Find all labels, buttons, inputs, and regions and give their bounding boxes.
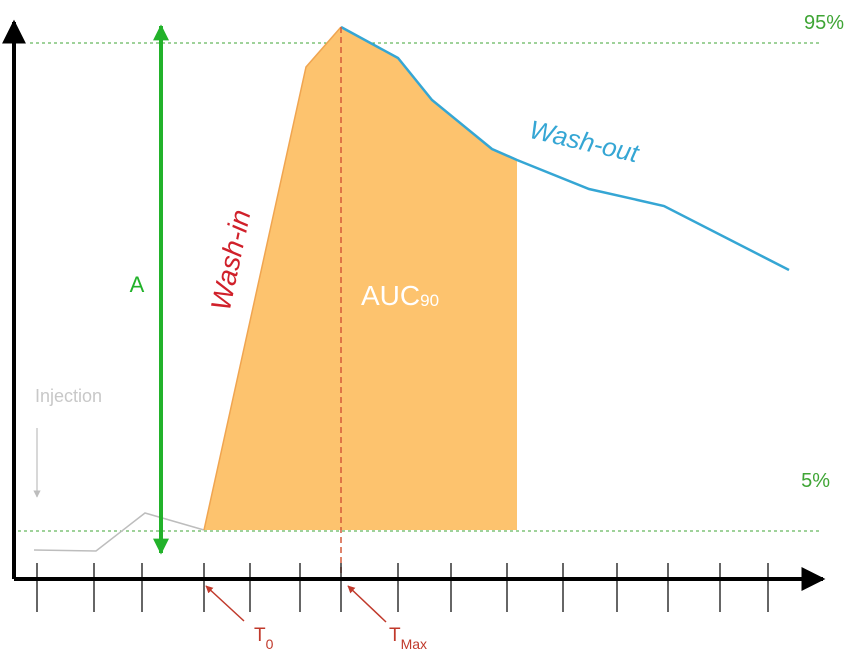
wash-out-curve: [340, 25, 790, 272]
injection-label: Injection: [35, 386, 102, 406]
auc-label: AUC90: [361, 280, 439, 311]
auc-label-sub: 90: [420, 291, 439, 310]
tmax-label-main: T: [389, 625, 401, 646]
baseline-curve: [33, 512, 205, 552]
amplitude-label: A: [130, 272, 145, 297]
auc-area: [204, 27, 517, 530]
t0-label-main: T: [254, 625, 266, 646]
threshold-5-label: 5%: [801, 470, 830, 492]
tmax-label-sub: Max: [401, 636, 427, 652]
x-axis-ticks: [36, 563, 769, 612]
wash-out-label: Wash-out: [527, 114, 643, 169]
t0-pointer-arrow: [205, 585, 245, 622]
threshold-95-label: 95%: [804, 12, 844, 34]
tmax-pointer-arrow: [347, 585, 387, 623]
t0-label-sub: 0: [266, 636, 274, 652]
wash-in-curve: [203, 26, 342, 531]
tmax-label: TMax: [389, 625, 427, 652]
t0-label: T0: [254, 625, 274, 652]
auc-label-main: AUC: [361, 280, 420, 311]
wash-in-label: Wash-in: [205, 207, 257, 313]
